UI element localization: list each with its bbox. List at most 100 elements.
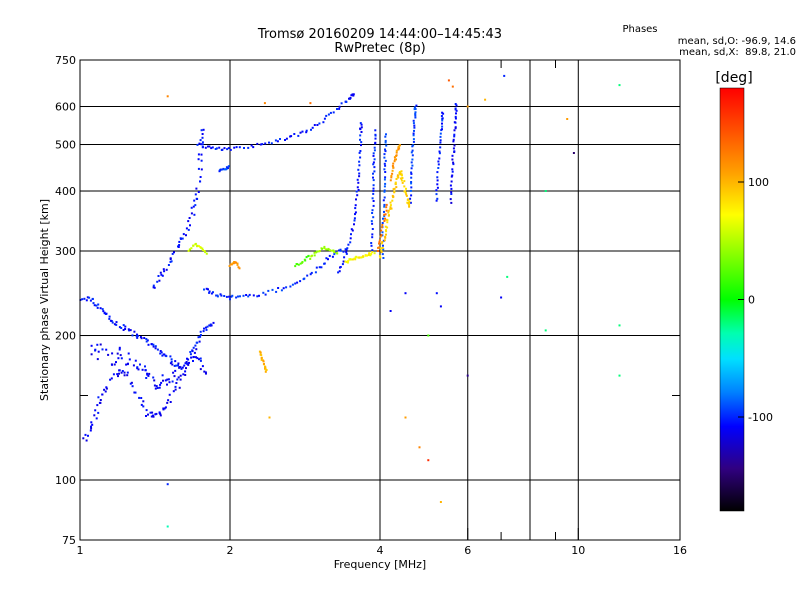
- data-point: [247, 295, 250, 298]
- data-point: [372, 216, 375, 219]
- data-point: [290, 135, 293, 138]
- data-point: [411, 158, 414, 161]
- data-point: [385, 230, 388, 233]
- data-point: [440, 115, 443, 117]
- data-point: [435, 199, 438, 202]
- data-point: [239, 295, 241, 298]
- data-point: [386, 226, 389, 229]
- data-point: [313, 251, 316, 254]
- data-point: [162, 268, 165, 271]
- data-point: [252, 146, 255, 149]
- data-point: [214, 148, 217, 150]
- data-point: [194, 344, 197, 347]
- data-point: [128, 358, 131, 361]
- data-point: [262, 360, 265, 363]
- data-point: [263, 102, 266, 105]
- data-point: [304, 259, 307, 262]
- data-point: [435, 292, 438, 295]
- data-point: [200, 143, 203, 146]
- data-point: [384, 150, 387, 153]
- data-point: [372, 190, 375, 192]
- data-point: [439, 501, 442, 503]
- data-point: [323, 117, 326, 120]
- data-point: [199, 139, 202, 142]
- data-point: [280, 289, 283, 292]
- data-point: [385, 133, 387, 136]
- data-point: [96, 343, 99, 346]
- data-point: [97, 396, 100, 399]
- data-point: [371, 236, 374, 239]
- data-point: [355, 190, 358, 193]
- data-point: [413, 126, 416, 129]
- y-tick-label: 75: [62, 534, 76, 547]
- data-point: [372, 184, 375, 187]
- data-point: [216, 295, 219, 298]
- data-point: [383, 162, 386, 165]
- data-point: [384, 139, 387, 142]
- data-point: [311, 126, 314, 129]
- data-point: [145, 338, 148, 340]
- data-point: [233, 261, 236, 263]
- data-point: [391, 169, 394, 172]
- data-point: [209, 323, 212, 326]
- data-point: [451, 85, 454, 88]
- data-point: [83, 297, 86, 300]
- data-point: [385, 206, 388, 209]
- data-point: [395, 158, 397, 161]
- data-point: [245, 294, 248, 296]
- data-point: [137, 368, 140, 371]
- data-point: [353, 223, 355, 226]
- data-point: [120, 371, 123, 374]
- data-point: [359, 127, 362, 130]
- data-point: [227, 147, 230, 150]
- data-point: [188, 361, 190, 364]
- data-point: [394, 181, 397, 184]
- data-point: [403, 185, 406, 188]
- data-point: [115, 321, 118, 324]
- data-point: [360, 144, 362, 147]
- data-point: [171, 363, 174, 366]
- data-point: [271, 288, 274, 291]
- data-point: [413, 129, 415, 132]
- data-point: [385, 229, 387, 232]
- data-point: [386, 221, 389, 224]
- data-point: [99, 343, 102, 346]
- data-point: [358, 172, 361, 175]
- data-point: [201, 141, 204, 144]
- data-point: [150, 415, 153, 418]
- data-point: [391, 194, 394, 197]
- data-point: [436, 171, 439, 174]
- data-point: [203, 288, 205, 291]
- data-point: [285, 286, 288, 289]
- data-point: [267, 289, 270, 292]
- data-point: [384, 182, 387, 185]
- data-point: [358, 164, 361, 167]
- data-point: [410, 182, 413, 185]
- data-point: [205, 252, 208, 255]
- data-point: [128, 329, 131, 332]
- data-point: [296, 263, 298, 266]
- data-point: [284, 139, 286, 141]
- data-point: [387, 214, 390, 217]
- data-point: [341, 263, 344, 266]
- data-point: [385, 209, 388, 212]
- data-point: [101, 393, 104, 396]
- data-point: [347, 260, 350, 263]
- data-point: [441, 119, 444, 122]
- data-point: [118, 348, 121, 351]
- data-point: [382, 244, 384, 247]
- data-point: [204, 146, 207, 149]
- data-point: [320, 266, 323, 269]
- data-point: [199, 368, 202, 371]
- data-point: [405, 194, 408, 197]
- data-point: [187, 358, 190, 361]
- data-point: [316, 124, 319, 126]
- data-point: [351, 229, 354, 232]
- data-point: [198, 358, 200, 361]
- data-point: [199, 246, 202, 249]
- data-point: [411, 154, 414, 157]
- data-point: [436, 183, 439, 186]
- data-point: [262, 291, 265, 294]
- x-tick-label: 1: [77, 544, 84, 557]
- data-point: [379, 235, 382, 238]
